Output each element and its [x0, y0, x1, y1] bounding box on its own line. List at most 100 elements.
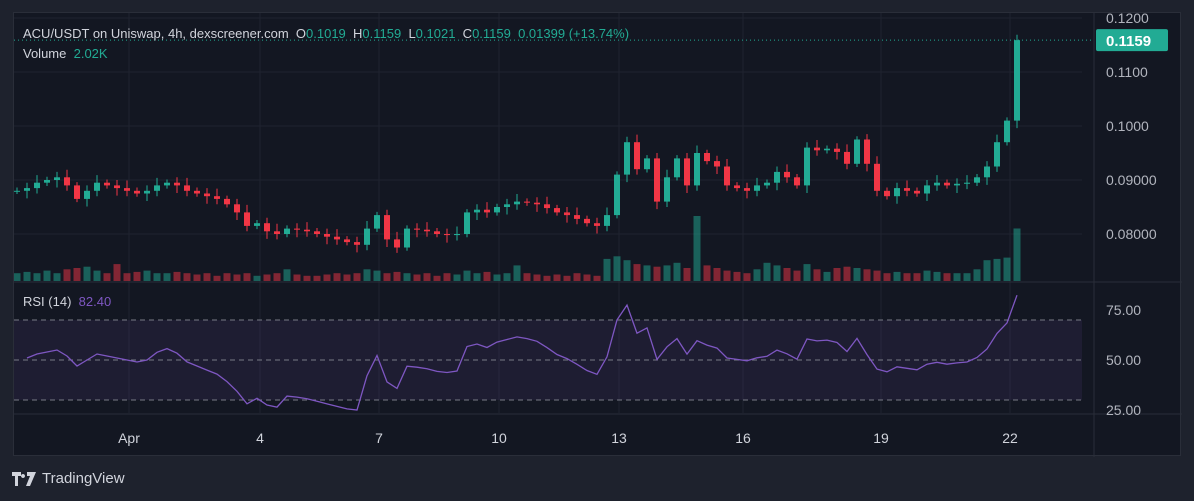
rsi-tick-label: 25.00 [1106, 402, 1141, 418]
time-tick-label: 16 [735, 430, 751, 446]
candle-body [814, 147, 820, 151]
candle-body [244, 212, 250, 226]
candle-body [134, 190, 140, 194]
candle-body [874, 163, 880, 191]
time-tick-label: 22 [1002, 430, 1018, 446]
volume-bar [453, 274, 461, 281]
volume-bar [953, 273, 961, 281]
volume-bar [63, 269, 71, 281]
volume-bar [233, 274, 241, 281]
candle-body [694, 153, 700, 186]
candle-body [764, 182, 770, 186]
volume-bar [273, 273, 281, 281]
volume-bar [313, 275, 321, 281]
candle-body [954, 183, 960, 186]
candle-body [964, 182, 970, 184]
time-tick-label: 10 [491, 430, 507, 446]
candle-body [214, 196, 220, 199]
high-label: H [353, 26, 363, 41]
volume-bar [823, 271, 831, 281]
tradingview-logo[interactable]: TradingView [12, 470, 125, 487]
candle-body [44, 180, 50, 183]
candle-body [634, 142, 640, 170]
last-price-label: 0.1159 [1106, 33, 1151, 50]
price-tick-label: 0.1100 [1106, 64, 1148, 80]
candle-body [984, 166, 990, 178]
candle-body [454, 234, 460, 236]
chart-canvas[interactable]: 0.1200 0.1100 0.1000 0.09000 0.08000 75.00 50.… [14, 13, 1182, 457]
volume-bar [423, 273, 431, 281]
candle-body [484, 209, 490, 213]
candle-body [284, 228, 290, 234]
volume-bar [463, 270, 471, 281]
candle-body [714, 161, 720, 167]
candle-body [804, 147, 810, 186]
candle-body [594, 223, 600, 226]
volume-bar [1003, 257, 1011, 281]
candle-body [1014, 40, 1020, 121]
candle-body [514, 201, 520, 205]
candle-body [754, 185, 760, 191]
open-value: 0.1019 [306, 26, 346, 41]
time-tick-label: 7 [375, 430, 383, 446]
candle-body [114, 185, 120, 189]
volume-bar [43, 270, 51, 281]
candle-body [744, 188, 750, 191]
volume-bar [433, 275, 441, 281]
volume-bar [913, 273, 921, 281]
candle-body [234, 204, 240, 213]
time-tick-label: Apr [118, 430, 140, 446]
candle-body [864, 139, 870, 164]
candle-body [404, 228, 410, 248]
change-value: 0.01399 (+13.74%) [518, 26, 630, 41]
volume-bar [133, 271, 141, 281]
volume-bar [473, 273, 481, 281]
volume-bar [33, 273, 41, 281]
candle-body [354, 242, 360, 245]
candle-body [774, 171, 780, 183]
candle-body [264, 223, 270, 232]
time-tick-label: 13 [611, 430, 627, 446]
close-label: C [462, 26, 473, 41]
volume-bar [803, 264, 811, 281]
volume-bar [93, 270, 101, 281]
rsi-tick-label: 50.00 [1106, 352, 1141, 368]
candle-body [554, 208, 560, 213]
volume-bar [183, 273, 191, 281]
price-tick-label: 0.08000 [1106, 226, 1157, 242]
volume-bar [163, 273, 171, 281]
volume-bar [103, 273, 111, 281]
candle-body [664, 177, 670, 202]
volume-bar [843, 266, 851, 281]
volume-bar [973, 269, 981, 281]
tradingview-logo-icon [12, 471, 36, 486]
candle-body [684, 158, 690, 186]
candle-body [434, 231, 440, 234]
volume-bar [243, 273, 251, 281]
volume-bar [293, 274, 301, 281]
candle-body [344, 239, 350, 243]
volume-bar [553, 274, 561, 281]
volume-bar [683, 268, 691, 281]
open-label: O [295, 26, 307, 41]
volume-bar [253, 275, 261, 281]
volume-bar [673, 262, 681, 281]
candle-body [914, 190, 920, 194]
candle-body [464, 212, 470, 234]
volume-bar [963, 273, 971, 281]
volume-bar [933, 271, 941, 281]
candle-body [1004, 120, 1010, 143]
volume-bar [763, 262, 771, 281]
volume-bar [693, 216, 701, 281]
candle-body [254, 223, 260, 226]
candle-body [104, 182, 110, 186]
candle-body [204, 193, 210, 197]
candle-body [374, 215, 380, 229]
volume-bar [663, 265, 671, 281]
chart-panel[interactable]: 0.1200 0.1100 0.1000 0.09000 0.08000 75.00 50.… [13, 12, 1182, 457]
time-tick-label: 19 [873, 430, 889, 446]
candle-body [854, 139, 860, 164]
candle-body [994, 142, 1000, 167]
candle-body [184, 185, 190, 191]
volume-bar [483, 271, 491, 281]
